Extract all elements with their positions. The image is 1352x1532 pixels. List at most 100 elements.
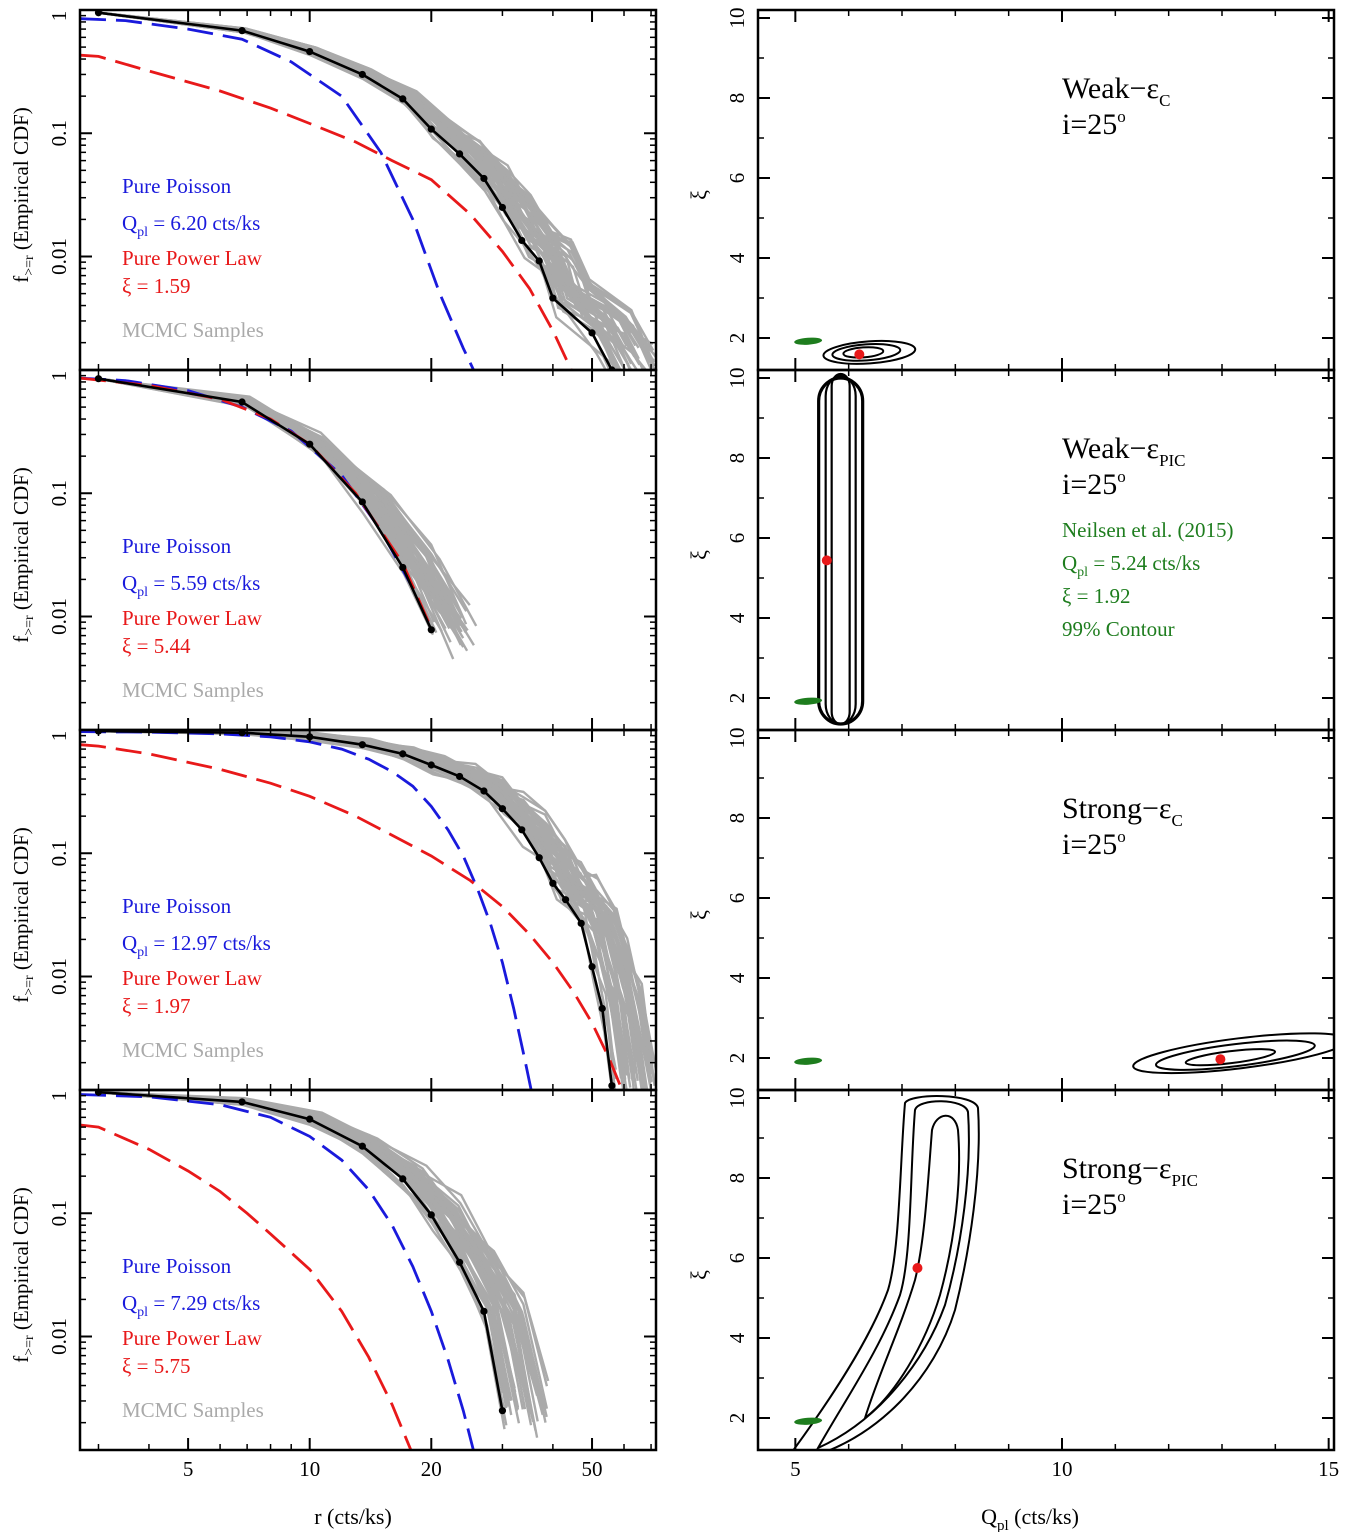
neilsen-contour <box>794 1417 823 1425</box>
x-tick-label: 50 <box>582 1457 603 1481</box>
observed-cdf-point <box>399 563 407 572</box>
observed-cdf-point <box>399 95 407 103</box>
legend-poisson-title: Pure Poisson <box>122 174 232 198</box>
observed-cdf-point <box>588 963 596 971</box>
legend-poisson-q: Qpl = 6.20 cts/ks <box>122 211 260 240</box>
legend-powerlaw-title: Pure Power Law <box>122 606 263 630</box>
contour-panel-3: 10 8 6 4 2 ξ Strong−εCi=25o <box>686 728 1336 1092</box>
y-tick-label: 8 <box>725 1173 749 1184</box>
model-label: Weak−εC <box>1062 72 1170 110</box>
y-tick-label: 6 <box>725 533 749 544</box>
observed-cdf-point <box>238 1098 246 1106</box>
y-axis-label: f>=r (Empirical CDF) <box>9 1187 37 1363</box>
inclination-label: i=25o <box>1062 107 1126 141</box>
y-tick-label: 0.01 <box>47 958 71 995</box>
observed-cdf-point <box>518 236 526 245</box>
model-label: Strong−εPIC <box>1062 1152 1198 1190</box>
legend-poisson-q: Qpl = 5.59 cts/ks <box>122 571 260 600</box>
observed-cdf-point <box>549 879 557 887</box>
y-tick-label: 0.01 <box>47 238 71 275</box>
y-tick-label: 1 <box>47 731 71 742</box>
cdf-plot-area <box>80 375 478 660</box>
observed-cdf-point <box>498 203 507 212</box>
neilsen-contour-label: 99% Contour <box>1062 617 1175 641</box>
y-axis-label: ξ <box>686 910 711 920</box>
observed-cdf-point <box>608 1082 616 1090</box>
y-tick-label: 0.1 <box>47 120 71 146</box>
x-tick-label: 15 <box>1318 1457 1339 1481</box>
contour-plot-area <box>792 1095 980 1450</box>
y-tick-label: 4 <box>725 1332 749 1343</box>
legend-poisson-q: Qpl = 12.97 cts/ks <box>122 931 271 960</box>
mcmc-sample-line <box>98 11 641 366</box>
cdf-plot-area <box>80 730 656 1090</box>
y-axis-label: ξ <box>686 190 711 200</box>
likelihood-contour <box>824 374 857 726</box>
poisson-model-line <box>80 1093 475 1450</box>
observed-cdf-point <box>427 1211 435 1219</box>
observed-cdf-point <box>588 329 596 337</box>
legend-poisson-title: Pure Poisson <box>122 1254 232 1278</box>
mcmc-sample-line <box>98 1091 549 1409</box>
y-axis-label: ξ <box>686 1270 711 1280</box>
y-axis-label: f>=r (Empirical CDF) <box>9 467 37 643</box>
mcmc-sample-line <box>98 11 637 347</box>
contour-panel-frame <box>756 728 1336 1092</box>
neilsen-contour <box>794 1057 823 1065</box>
poisson-model-line <box>80 17 476 370</box>
y-tick-label: 6 <box>725 173 749 184</box>
cdf-panel-1: 1 0.1 0.01 f>=r (Empirical CDF) Pure Poisson… <box>9 8 658 372</box>
observed-cdf-point <box>306 47 314 56</box>
likelihood-contour <box>1184 1048 1277 1067</box>
contour-panel-frame <box>756 368 1336 732</box>
observed-cdf-point <box>480 1307 488 1315</box>
cdf-panel-frame <box>78 1088 658 1452</box>
legend-mcmc: MCMC Samples <box>122 1038 264 1062</box>
observed-cdf-point <box>427 125 435 133</box>
cdf-panel-2: 1 0.1 0.01 f>=r (Empirical CDF) Pure Poisson… <box>9 368 658 732</box>
poisson-model-line <box>80 730 533 1090</box>
y-tick-label: 2 <box>725 1413 749 1424</box>
legend-powerlaw-xi: ξ = 1.59 <box>122 274 190 298</box>
observed-cdf-point <box>238 27 246 35</box>
y-tick-label: 1 <box>47 11 71 22</box>
observed-cdf-point <box>306 1115 314 1123</box>
observed-cdf-point <box>455 772 464 781</box>
cdf-plot-area <box>80 1090 550 1450</box>
observed-cdf-point <box>455 150 464 158</box>
likelihood-contour <box>830 372 851 726</box>
observed-cdf-line <box>98 11 614 370</box>
observed-cdf-point <box>427 626 435 634</box>
inclination-label: i=25o <box>1062 1187 1126 1221</box>
observed-cdf-point <box>598 1004 606 1013</box>
cdf-plot-area <box>80 10 656 370</box>
cdf-panel-3: 1 0.1 0.01 f>=r (Empirical CDF) Pure Poisson… <box>9 728 658 1092</box>
y-tick-label: 8 <box>725 453 749 464</box>
right-panels: 108642ξWeak−εCi=25o108642ξWeak−εPICi=25o… <box>686 8 1339 1482</box>
observed-cdf-point <box>94 375 103 383</box>
legend-powerlaw-title: Pure Power Law <box>122 966 263 990</box>
neilsen-q: Qpl = 5.24 cts/ks <box>1062 551 1200 580</box>
y-axis-label: f>=r (Empirical CDF) <box>9 827 37 1003</box>
legend-poisson-title: Pure Poisson <box>122 894 232 918</box>
y-tick-label: 2 <box>725 333 749 344</box>
mcmc-sample-line <box>98 730 638 1090</box>
y-tick-label: 8 <box>725 813 749 824</box>
likelihood-contour <box>863 1114 961 1421</box>
observed-cdf-point <box>535 854 543 862</box>
contour-plot-area <box>794 337 917 365</box>
y-tick-label: 0.01 <box>47 598 71 635</box>
y-axis-label: ξ <box>686 550 711 560</box>
contour-panel-1: 10 8 6 4 2 ξ Weak−εCi=25o <box>686 8 1336 372</box>
y-tick-label: 8 <box>725 93 749 104</box>
observed-cdf-point <box>238 398 246 406</box>
y-tick-label: 0.1 <box>47 1200 71 1226</box>
legend-mcmc: MCMC Samples <box>122 1398 264 1422</box>
observed-cdf-point <box>358 70 366 79</box>
legend-powerlaw-xi: ξ = 1.97 <box>122 994 190 1018</box>
y-tick-label: 4 <box>725 612 749 623</box>
y-tick-label: 10 <box>725 368 749 389</box>
mcmc-sample-line <box>98 11 619 370</box>
x-tick-label: 20 <box>421 1457 442 1481</box>
